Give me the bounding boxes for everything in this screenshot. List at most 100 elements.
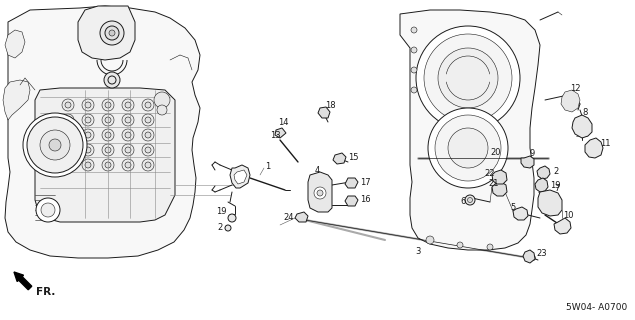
Polygon shape <box>585 138 603 158</box>
Circle shape <box>448 128 488 168</box>
Circle shape <box>530 255 535 260</box>
Circle shape <box>428 108 508 188</box>
Circle shape <box>125 147 131 153</box>
Circle shape <box>122 144 134 156</box>
Text: 5: 5 <box>510 203 515 212</box>
Circle shape <box>105 147 111 153</box>
Circle shape <box>122 129 134 141</box>
Circle shape <box>228 214 236 222</box>
Circle shape <box>65 147 71 153</box>
Circle shape <box>82 114 94 126</box>
Circle shape <box>411 67 417 73</box>
Text: 19: 19 <box>550 180 561 189</box>
Polygon shape <box>537 166 550 179</box>
Polygon shape <box>572 115 592 138</box>
Circle shape <box>85 147 91 153</box>
Circle shape <box>23 113 87 177</box>
Text: 16: 16 <box>360 196 371 204</box>
Text: 21: 21 <box>488 179 498 188</box>
Polygon shape <box>78 6 135 60</box>
Circle shape <box>49 139 61 151</box>
Polygon shape <box>492 170 507 184</box>
Polygon shape <box>275 128 286 138</box>
Circle shape <box>102 144 114 156</box>
Text: 2: 2 <box>217 222 222 231</box>
Circle shape <box>142 144 154 156</box>
Circle shape <box>82 159 94 171</box>
Circle shape <box>467 197 472 203</box>
Text: 9: 9 <box>530 148 535 157</box>
Polygon shape <box>345 196 358 206</box>
Text: 12: 12 <box>570 84 580 92</box>
Text: 15: 15 <box>348 153 359 162</box>
Text: 1: 1 <box>265 162 271 171</box>
Circle shape <box>142 129 154 141</box>
Circle shape <box>411 27 417 33</box>
Polygon shape <box>400 10 540 250</box>
Text: 24: 24 <box>283 213 293 222</box>
Circle shape <box>154 92 170 108</box>
Text: FR.: FR. <box>36 287 55 297</box>
Text: 2: 2 <box>553 166 558 175</box>
Circle shape <box>145 117 151 123</box>
Circle shape <box>145 102 151 108</box>
Text: 19: 19 <box>216 207 227 217</box>
Polygon shape <box>523 250 535 263</box>
Circle shape <box>85 162 91 168</box>
Circle shape <box>62 144 74 156</box>
Polygon shape <box>492 182 507 196</box>
Text: 13: 13 <box>270 131 281 140</box>
Polygon shape <box>35 88 175 222</box>
Polygon shape <box>345 178 358 188</box>
Text: 11: 11 <box>600 139 610 148</box>
Circle shape <box>105 162 111 168</box>
Polygon shape <box>535 178 548 192</box>
Circle shape <box>102 159 114 171</box>
Text: 17: 17 <box>360 178 371 187</box>
Text: 4: 4 <box>315 165 320 174</box>
Circle shape <box>85 102 91 108</box>
Circle shape <box>122 159 134 171</box>
Circle shape <box>62 159 74 171</box>
Circle shape <box>465 195 475 205</box>
Circle shape <box>40 130 70 160</box>
Circle shape <box>125 162 131 168</box>
Polygon shape <box>308 172 332 212</box>
Circle shape <box>41 203 55 217</box>
Polygon shape <box>295 212 308 222</box>
Circle shape <box>82 129 94 141</box>
Circle shape <box>142 159 154 171</box>
Circle shape <box>105 117 111 123</box>
Text: 23: 23 <box>536 249 547 258</box>
Circle shape <box>36 198 60 222</box>
Text: 20: 20 <box>490 148 500 156</box>
Circle shape <box>157 105 167 115</box>
Circle shape <box>142 99 154 111</box>
Polygon shape <box>333 153 346 164</box>
Circle shape <box>435 115 501 181</box>
Circle shape <box>424 34 512 122</box>
Circle shape <box>85 117 91 123</box>
Circle shape <box>122 99 134 111</box>
Circle shape <box>62 99 74 111</box>
Circle shape <box>105 102 111 108</box>
Circle shape <box>314 187 326 199</box>
Circle shape <box>145 162 151 168</box>
Circle shape <box>100 21 124 45</box>
Circle shape <box>82 99 94 111</box>
FancyArrow shape <box>14 272 32 290</box>
Circle shape <box>122 114 134 126</box>
Circle shape <box>65 117 71 123</box>
Circle shape <box>225 225 231 231</box>
Circle shape <box>411 47 417 53</box>
Circle shape <box>62 114 74 126</box>
Text: 22: 22 <box>484 169 495 178</box>
Polygon shape <box>513 207 528 220</box>
Text: 6: 6 <box>460 197 465 206</box>
Circle shape <box>105 132 111 138</box>
Text: 18: 18 <box>325 100 336 109</box>
Polygon shape <box>538 190 562 216</box>
Polygon shape <box>561 90 580 112</box>
Circle shape <box>317 190 323 196</box>
Polygon shape <box>234 170 247 184</box>
